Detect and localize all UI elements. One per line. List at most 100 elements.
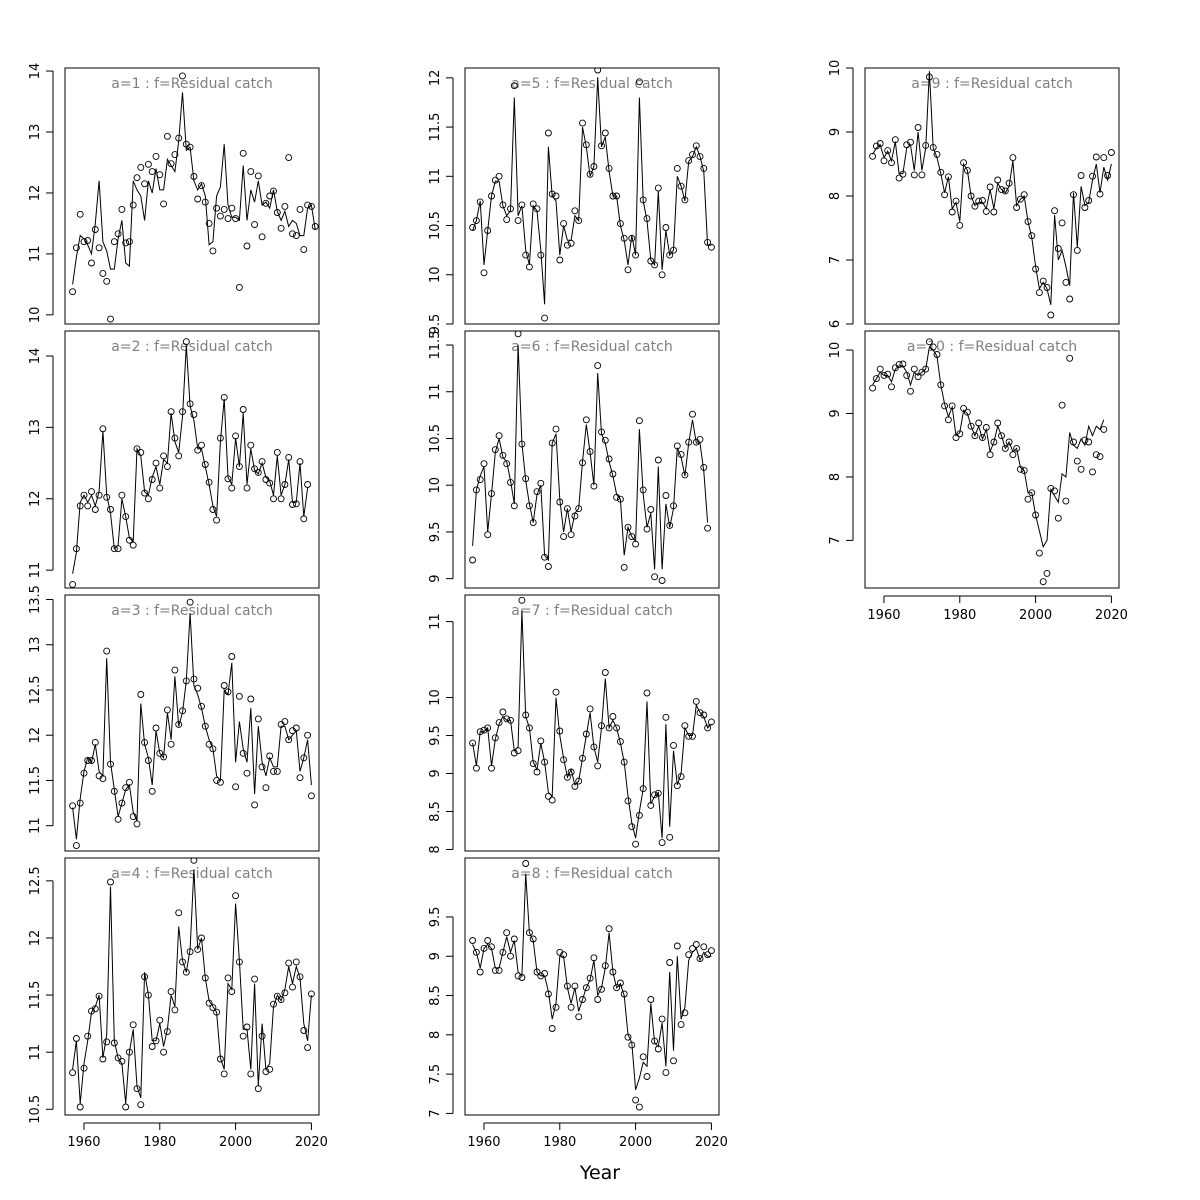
observed-point bbox=[122, 513, 130, 521]
observed-point bbox=[484, 227, 492, 234]
observed-point bbox=[76, 799, 84, 807]
y-tick-label: 7 bbox=[828, 256, 843, 264]
panel-frame bbox=[464, 594, 720, 852]
observed-point bbox=[480, 460, 488, 468]
observed-point bbox=[1096, 453, 1104, 461]
observed-point bbox=[514, 747, 522, 755]
y-tick-label: 9 bbox=[428, 575, 443, 583]
observed-point bbox=[704, 724, 712, 732]
observed-point bbox=[258, 1032, 266, 1040]
observed-point bbox=[689, 151, 696, 159]
fitted-line bbox=[472, 610, 712, 839]
observed-point bbox=[281, 989, 289, 997]
observed-point bbox=[175, 720, 183, 728]
observed-point bbox=[929, 143, 937, 151]
observed-point bbox=[601, 129, 609, 137]
observed-point bbox=[156, 749, 164, 757]
observed-point bbox=[1028, 489, 1036, 497]
y-tick-label: 8.5 bbox=[428, 801, 443, 822]
observed-point bbox=[582, 730, 590, 738]
observed-point bbox=[639, 196, 647, 204]
observed-point bbox=[544, 990, 552, 998]
observed-point bbox=[281, 718, 289, 726]
panel-title: a=4 : f=Residual catch bbox=[111, 866, 272, 882]
observed-point bbox=[1058, 401, 1066, 409]
observed-point bbox=[285, 154, 293, 162]
observed-point bbox=[552, 425, 560, 433]
observed-point bbox=[632, 251, 640, 259]
observed-point bbox=[590, 482, 598, 490]
observed-point bbox=[510, 749, 518, 757]
observed-point bbox=[281, 202, 289, 210]
observed-point bbox=[548, 1025, 556, 1032]
observed-point bbox=[84, 1032, 92, 1040]
panel-title: a=2 : f=Residual catch bbox=[111, 339, 272, 355]
observed-point bbox=[1043, 284, 1051, 291]
observed-point bbox=[503, 460, 511, 468]
observed-point bbox=[488, 192, 495, 200]
observed-point bbox=[167, 988, 175, 996]
observed-point bbox=[88, 757, 95, 764]
observed-point bbox=[510, 82, 518, 90]
observed-point bbox=[544, 563, 552, 570]
observed-point bbox=[651, 261, 659, 269]
observed-point bbox=[80, 238, 88, 246]
observed-point bbox=[216, 1055, 224, 1063]
observed-point bbox=[137, 163, 145, 171]
observed-point bbox=[692, 941, 700, 948]
observed-point bbox=[681, 471, 689, 479]
observed-point bbox=[198, 182, 205, 190]
observed-point bbox=[476, 476, 484, 484]
observed-point bbox=[525, 724, 533, 732]
y-tick-label: 11 bbox=[428, 613, 443, 630]
observed-point bbox=[586, 170, 594, 178]
observed-point bbox=[99, 775, 107, 783]
observed-point bbox=[1009, 154, 1017, 162]
observed-point bbox=[91, 506, 99, 513]
observed-point bbox=[266, 752, 274, 760]
x-tick-label: 2020 bbox=[695, 1135, 728, 1150]
observed-point bbox=[925, 73, 933, 81]
observed-point bbox=[1077, 465, 1085, 473]
observed-point bbox=[525, 502, 533, 510]
observed-point bbox=[80, 491, 88, 499]
observed-point bbox=[266, 192, 274, 200]
observed-point bbox=[311, 223, 319, 230]
observed-point bbox=[689, 410, 696, 418]
observed-point bbox=[662, 224, 670, 231]
x-tick-label: 1980 bbox=[943, 608, 976, 623]
y-tick-label: 8 bbox=[828, 473, 843, 481]
observed-point bbox=[220, 682, 228, 689]
observed-point bbox=[1039, 277, 1047, 285]
observed-point bbox=[152, 724, 160, 732]
observed-point bbox=[235, 692, 243, 700]
observed-point bbox=[186, 400, 194, 408]
observed-point bbox=[522, 711, 530, 719]
observed-point bbox=[613, 984, 621, 992]
panel-4: a=4 : f=Residual catch 10.5 11 11.5 12 12.5 19… bbox=[28, 857, 328, 1150]
observed-point bbox=[99, 1055, 107, 1063]
observed-point bbox=[647, 996, 655, 1003]
observed-point bbox=[491, 176, 499, 184]
observed-point bbox=[182, 968, 190, 976]
observed-point bbox=[1085, 197, 1093, 204]
observed-point bbox=[613, 724, 621, 732]
observed-point bbox=[484, 937, 492, 944]
observed-point bbox=[141, 489, 149, 497]
observed-point bbox=[899, 360, 907, 368]
observed-point bbox=[239, 406, 247, 413]
y-tick-label: 9 bbox=[428, 769, 443, 777]
observed-point bbox=[673, 942, 681, 950]
observed-point bbox=[277, 996, 285, 1004]
observed-point bbox=[990, 208, 998, 216]
observed-point bbox=[307, 990, 315, 998]
observed-point bbox=[643, 215, 651, 223]
observed-point bbox=[503, 216, 511, 224]
observed-point bbox=[224, 688, 232, 696]
x-tick-label: 2000 bbox=[619, 1135, 652, 1150]
y-tick-label: 7 bbox=[428, 1109, 443, 1117]
observed-point bbox=[495, 719, 503, 727]
y-tick-label: 10 bbox=[428, 689, 443, 706]
observed-point bbox=[907, 138, 914, 146]
